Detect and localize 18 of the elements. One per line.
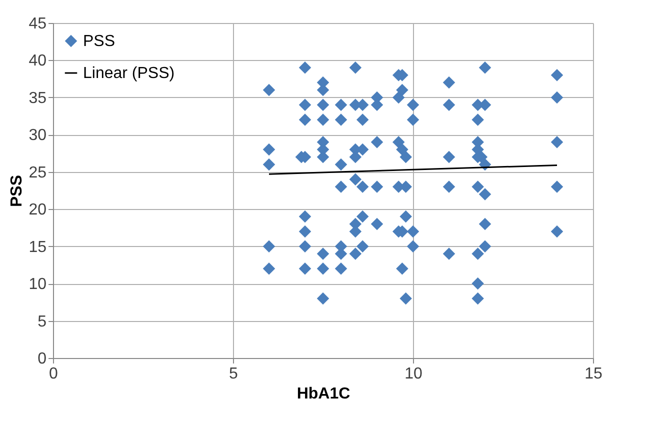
y-tick-label: 0 xyxy=(38,350,47,368)
legend-label: Linear (PSS) xyxy=(83,65,175,82)
y-tick-label: 35 xyxy=(28,90,47,107)
y-tick-label: 25 xyxy=(28,164,47,182)
x-tick-label: 10 xyxy=(404,366,422,382)
y-tick-label: 40 xyxy=(28,52,47,70)
y-tick-label: 10 xyxy=(28,276,47,294)
legend-label: PSS xyxy=(83,33,116,50)
x-tick-label: 5 xyxy=(229,366,238,382)
x-tick-label: 0 xyxy=(49,366,58,382)
y-axis-title: PSS xyxy=(8,174,26,208)
x-tick-label: 15 xyxy=(584,366,602,382)
y-tick-label: 15 xyxy=(28,238,47,256)
y-tick-label: 5 xyxy=(38,313,47,330)
x-axis-title: HbA1C xyxy=(296,386,351,402)
y-tick-label: 45 xyxy=(28,16,47,32)
y-tick-label: 20 xyxy=(28,202,47,219)
y-tick-label: 30 xyxy=(28,127,47,144)
